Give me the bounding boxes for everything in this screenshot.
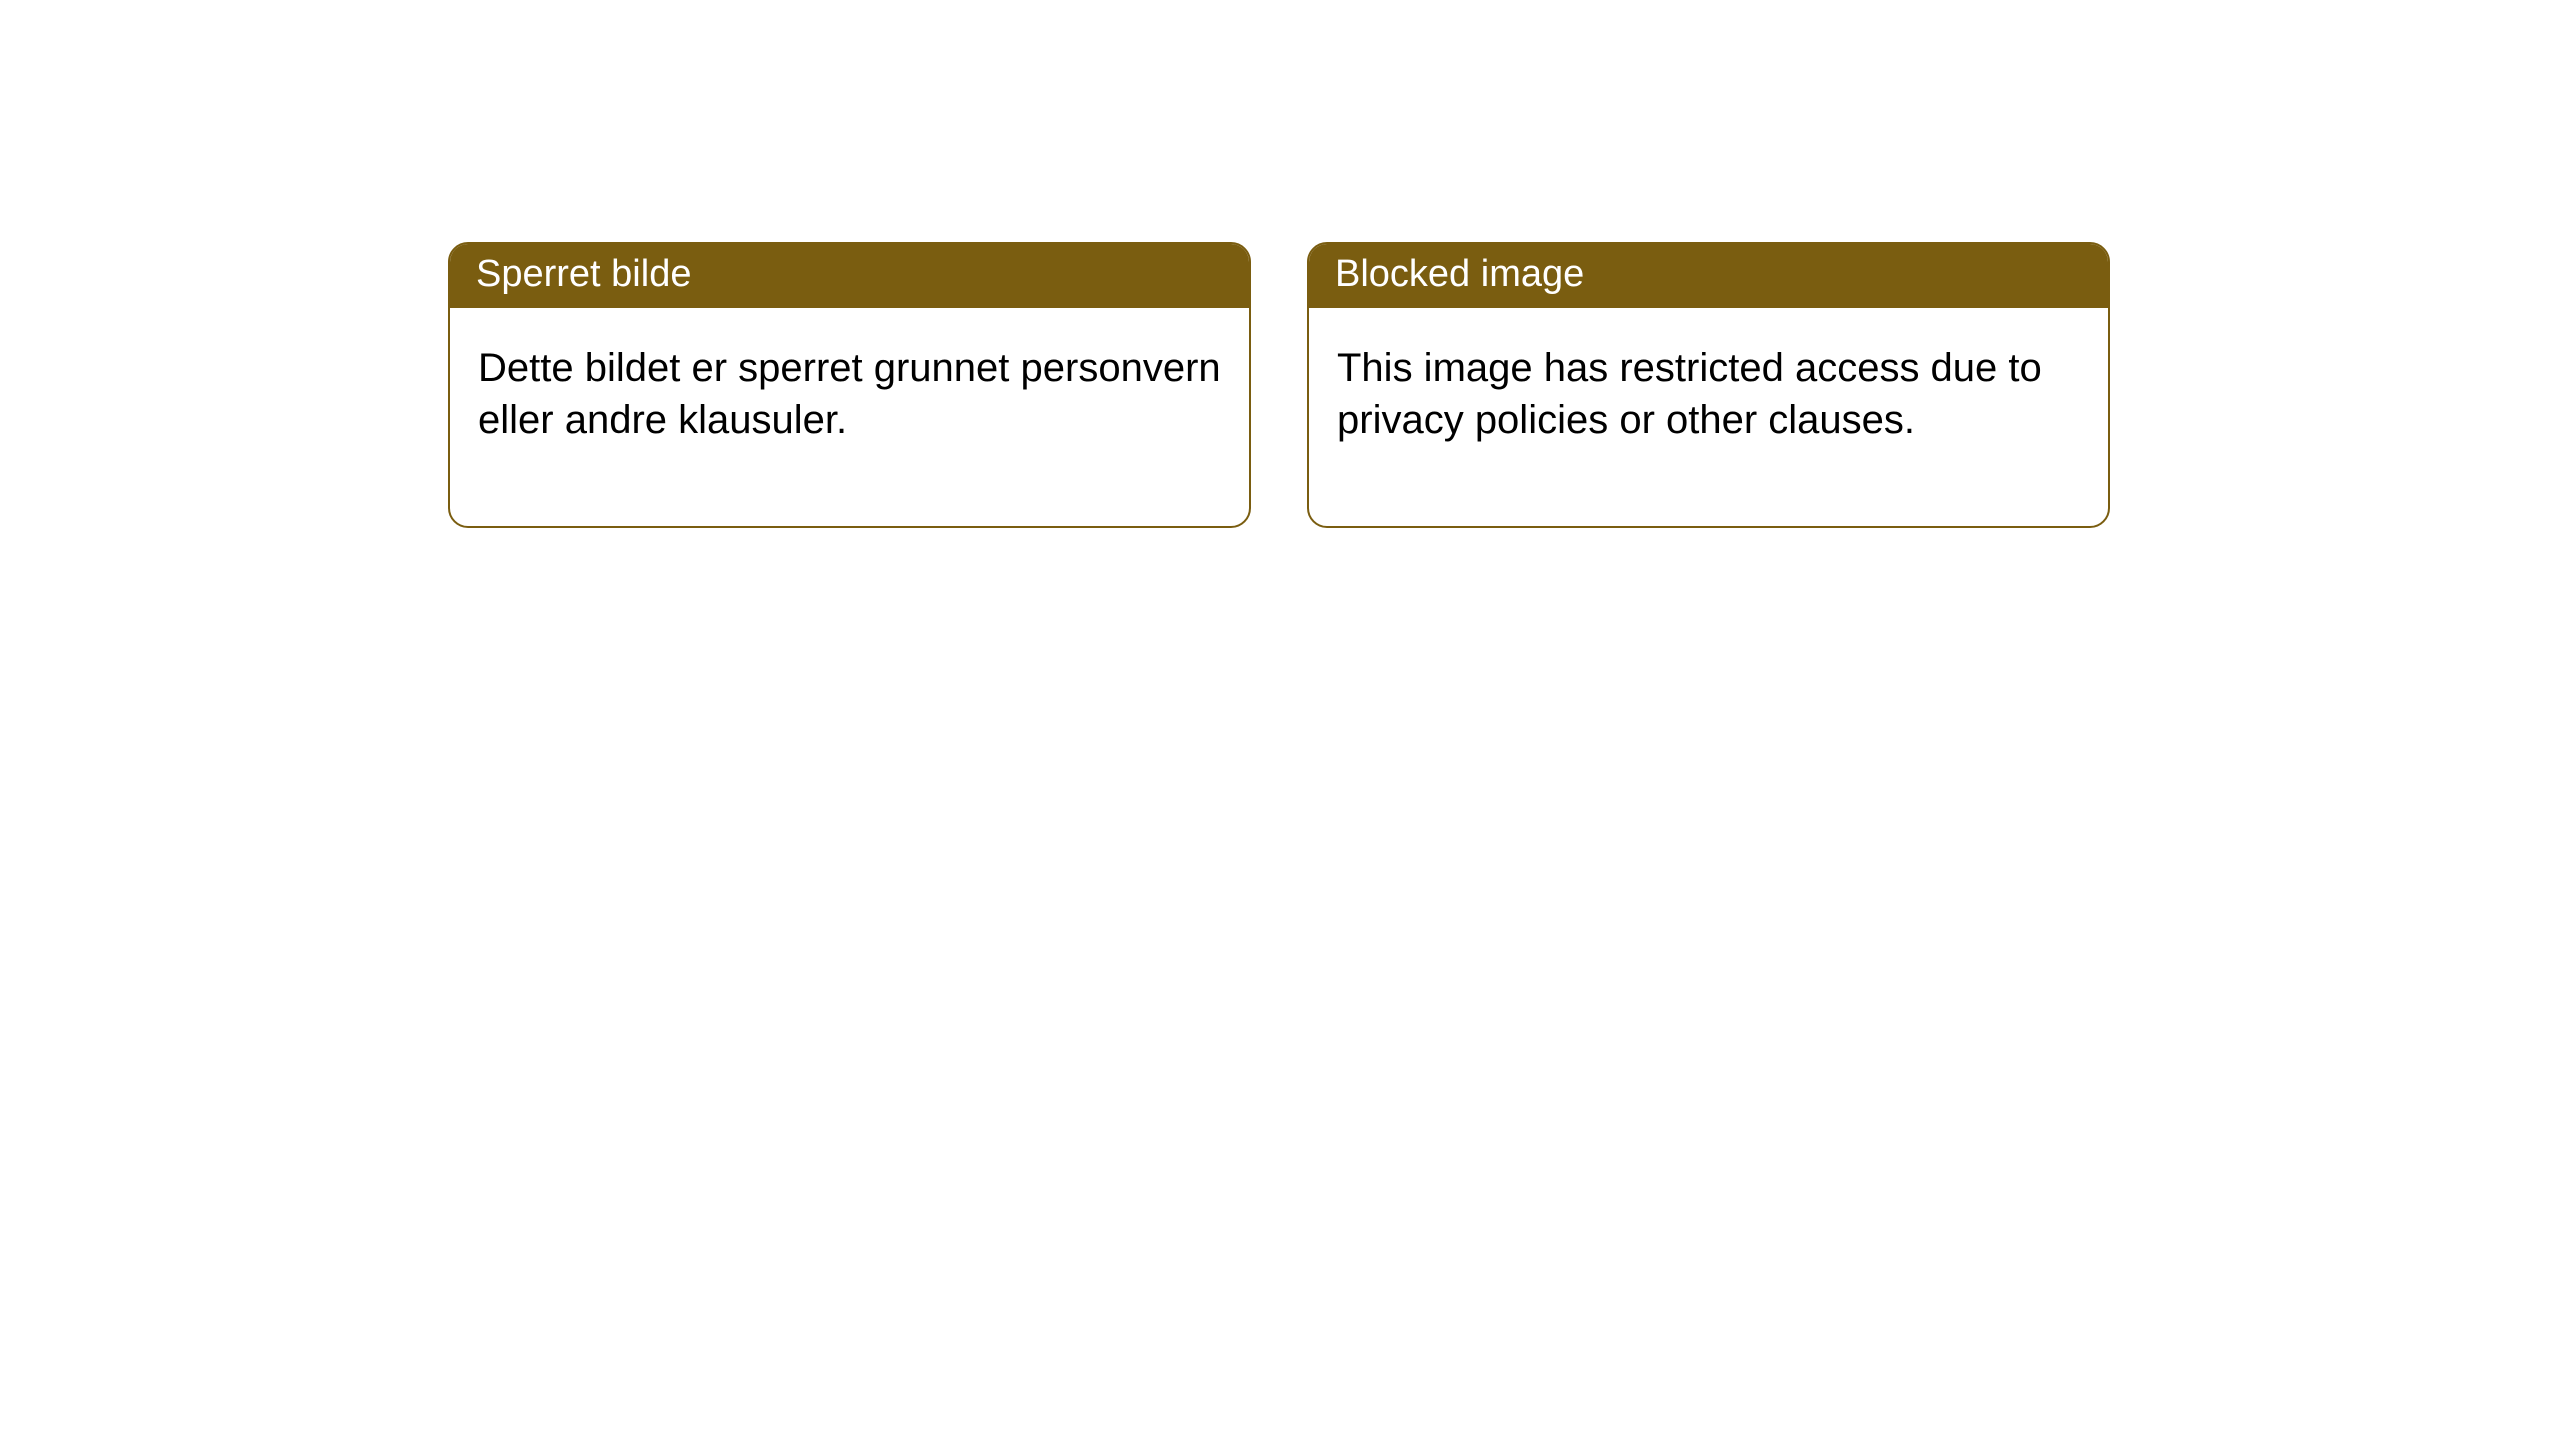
cards-container: Sperret bilde Dette bildet er sperret gr… [448, 242, 2110, 528]
card-body-text: This image has restricted access due to … [1337, 346, 2042, 442]
card-title: Blocked image [1335, 253, 1584, 295]
card-body-text: Dette bildet er sperret grunnet personve… [478, 346, 1221, 442]
notice-card-norwegian: Sperret bilde Dette bildet er sperret gr… [448, 242, 1251, 528]
card-header: Sperret bilde [450, 244, 1249, 308]
card-body: This image has restricted access due to … [1309, 308, 2108, 526]
card-header: Blocked image [1309, 244, 2108, 308]
card-body: Dette bildet er sperret grunnet personve… [450, 308, 1249, 526]
notice-card-english: Blocked image This image has restricted … [1307, 242, 2110, 528]
card-title: Sperret bilde [476, 253, 691, 295]
